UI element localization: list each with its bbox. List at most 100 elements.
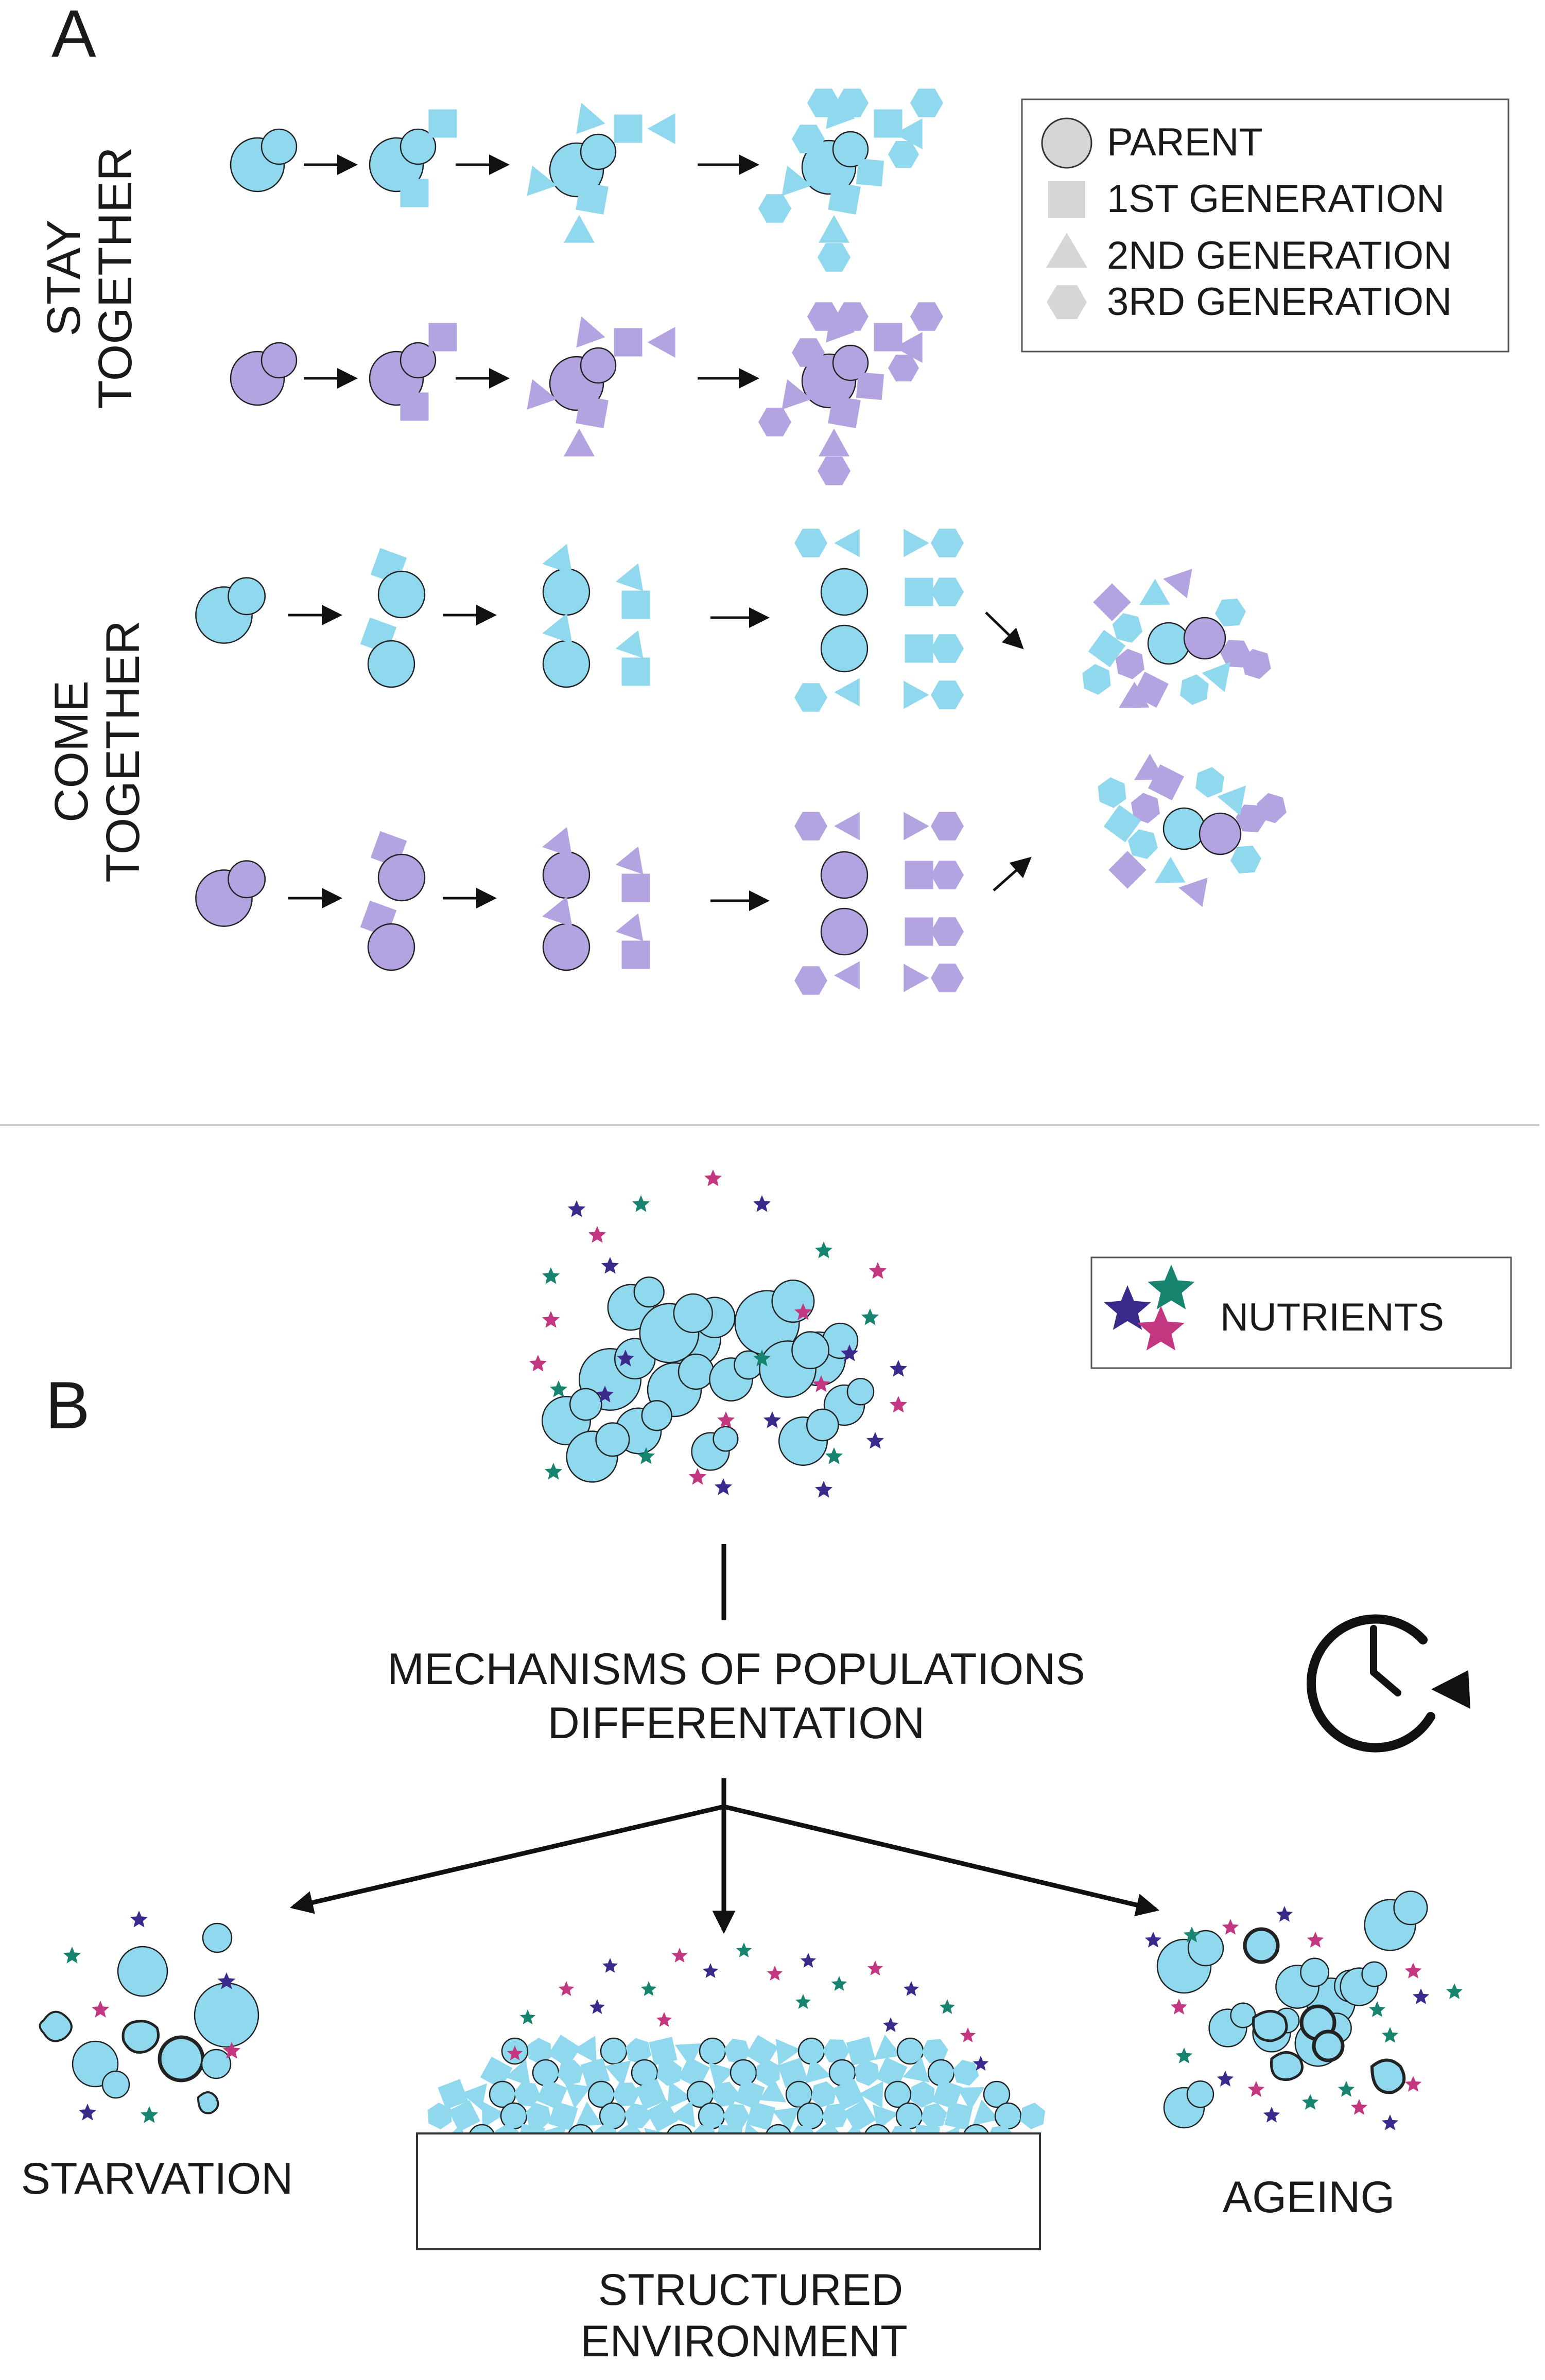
cell-square bbox=[1088, 629, 1126, 668]
cell-square bbox=[905, 861, 933, 889]
cell-circle bbox=[367, 923, 415, 971]
cell-triangle bbox=[1139, 579, 1170, 605]
nutrient-star-icon bbox=[542, 1311, 560, 1328]
nutrient-star-icon bbox=[973, 2056, 989, 2071]
clock-icon bbox=[1306, 1614, 1470, 1753]
cell-square bbox=[400, 179, 429, 207]
cell-square bbox=[548, 2035, 581, 2068]
thick-cell bbox=[1243, 1927, 1280, 1964]
cell-square bbox=[1093, 583, 1131, 621]
nutrient-star-icon bbox=[602, 1958, 618, 1973]
cell-hexagon bbox=[626, 2038, 651, 2064]
cell-triangle bbox=[615, 913, 644, 941]
nutrient-star-icon bbox=[519, 2009, 536, 2024]
bud-cell bbox=[400, 342, 437, 379]
cell-hexagon bbox=[931, 529, 964, 557]
nutrient-star-icon bbox=[1144, 1932, 1162, 1948]
nutrient-star-icon bbox=[1137, 1306, 1185, 1351]
nutrient-star-icon bbox=[1301, 2094, 1319, 2110]
cell-hexagon bbox=[888, 141, 919, 168]
nutrient-star-icon bbox=[130, 1911, 148, 1928]
bud-cell bbox=[1361, 1961, 1387, 1987]
legend-parent-label: PARENT bbox=[1107, 120, 1263, 164]
cell-triangle bbox=[527, 379, 557, 410]
cell-triangle bbox=[1134, 754, 1165, 780]
mixed-aggregate bbox=[1098, 754, 1287, 907]
ageing-label: AGEING bbox=[1223, 2173, 1395, 2222]
cell-triangle bbox=[1118, 681, 1150, 708]
nutrient-star-icon bbox=[767, 1966, 783, 1981]
cell-square bbox=[777, 2057, 808, 2088]
nutrient-star-icon bbox=[960, 2027, 976, 2042]
cell-hexagon bbox=[656, 2059, 682, 2086]
step-arrow bbox=[993, 856, 1032, 891]
cell-hexagon bbox=[758, 408, 791, 436]
shrunken-cell bbox=[197, 2091, 219, 2114]
cell-circle bbox=[377, 570, 426, 619]
cell-hexagon bbox=[807, 302, 840, 331]
legend-square-icon bbox=[1048, 181, 1085, 218]
cell-circle bbox=[542, 851, 591, 899]
stay-together-row bbox=[230, 302, 943, 485]
cell-hexagon bbox=[1180, 674, 1209, 705]
generation-legend: PARENT 1ST GENERATION 2ND GENERATION 3RD… bbox=[1021, 98, 1509, 353]
cell-triangle bbox=[782, 379, 812, 410]
bud-cell bbox=[1300, 1957, 1330, 1987]
nutrient-star-icon bbox=[688, 1468, 707, 1485]
cell-square bbox=[621, 590, 650, 619]
nutrient-star-icon bbox=[753, 1350, 771, 1367]
step-arrow bbox=[985, 611, 1024, 650]
cell-square bbox=[1103, 804, 1141, 843]
stay-together-row bbox=[230, 89, 943, 272]
cell-hexagon bbox=[818, 457, 850, 485]
bud-cell bbox=[713, 1426, 739, 1452]
nutrient-star-icon bbox=[714, 1478, 733, 1495]
cell-square bbox=[621, 940, 650, 969]
nutrient-star-icon bbox=[1175, 2047, 1193, 2063]
nutrient-star-icon bbox=[1446, 1983, 1463, 1999]
mechanisms-title-line1: MECHANISMS OF POPULATIONS bbox=[387, 1644, 1085, 1694]
bud-cell bbox=[1187, 1930, 1224, 1967]
bud-cell bbox=[580, 133, 617, 170]
cell-hexagon bbox=[1115, 649, 1145, 679]
shrunken-cell bbox=[39, 2010, 73, 2042]
thick-cell bbox=[1312, 2029, 1345, 2062]
cell-triangle bbox=[902, 2057, 930, 2082]
nutrient-star-icon bbox=[1307, 1932, 1324, 1948]
cell-square bbox=[548, 2101, 578, 2131]
cell-hexagon bbox=[1131, 793, 1160, 824]
nutrient-star-icon bbox=[542, 1267, 560, 1284]
cell-square bbox=[734, 2079, 765, 2110]
cell-circle bbox=[600, 2037, 628, 2065]
cell-circle bbox=[820, 568, 869, 616]
cell-circle bbox=[201, 2049, 232, 2079]
cell-triangle bbox=[904, 964, 929, 992]
cell-hexagon bbox=[931, 812, 964, 841]
cell-hexagon bbox=[724, 2038, 751, 2064]
nutrient-star-icon bbox=[814, 1481, 833, 1498]
cell-square bbox=[428, 109, 457, 138]
cell-hexagon bbox=[794, 683, 827, 712]
bud-cell bbox=[569, 1388, 602, 1421]
nutrient-star-icon bbox=[861, 1308, 879, 1325]
cell-square bbox=[905, 577, 933, 606]
thick-cell bbox=[158, 2035, 205, 2082]
cell-triangle bbox=[564, 2082, 592, 2109]
cell-triangle bbox=[481, 2101, 506, 2129]
cell-hexagon bbox=[1195, 767, 1224, 798]
stay-label-line1: STAY bbox=[38, 220, 90, 337]
nutrient-star-icon bbox=[1338, 2081, 1355, 2097]
nutrient-star-icon bbox=[91, 2001, 110, 2018]
cell-hexagon bbox=[910, 89, 943, 117]
cell-hexagon bbox=[922, 2039, 948, 2063]
nutrient-star-icon bbox=[882, 2017, 899, 2032]
nutrient-star-icon bbox=[1170, 1999, 1188, 2015]
cell-hexagon bbox=[1127, 829, 1158, 859]
cell-triangle bbox=[973, 2099, 1000, 2126]
nutrient-star-icon bbox=[589, 1999, 605, 2014]
cell-hexagon bbox=[931, 577, 964, 606]
nutrient-star-icon bbox=[63, 1947, 81, 1964]
cell-triangle bbox=[647, 327, 675, 358]
nutrient-star-icon bbox=[889, 1396, 908, 1413]
cell-hexagon bbox=[1112, 613, 1143, 643]
